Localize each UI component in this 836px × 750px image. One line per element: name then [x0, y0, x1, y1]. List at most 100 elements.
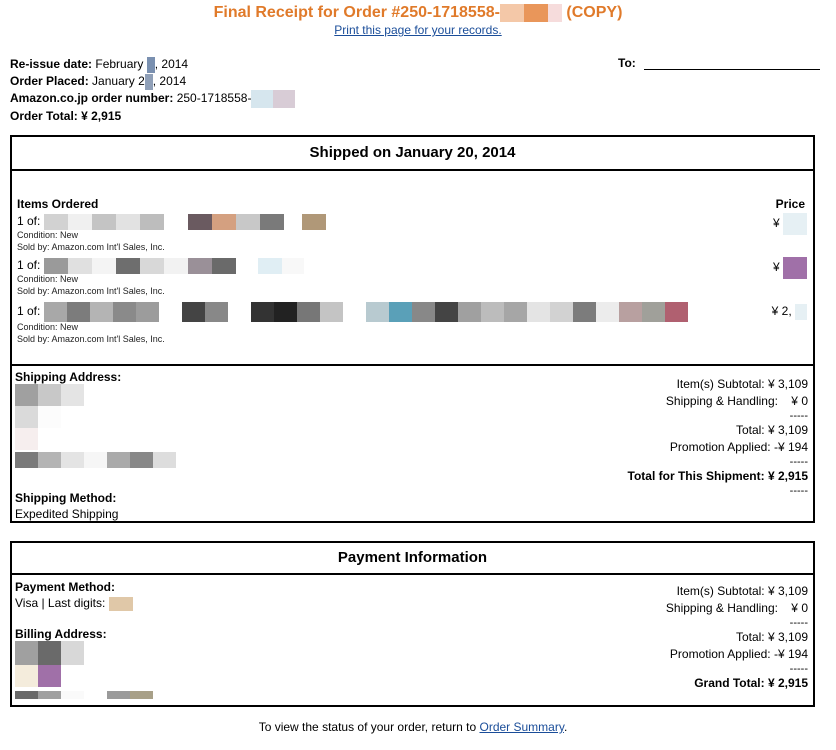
item-quantity: 1 of:: [17, 258, 44, 272]
redacted-address-block: [38, 406, 61, 428]
redacted-item-title: [163, 257, 188, 274]
redacted-address-block: [61, 641, 84, 665]
print-page-link[interactable]: Print this page for your records.: [334, 23, 502, 38]
redacted-item-title: [211, 257, 236, 274]
redacted-price: [783, 213, 807, 235]
subtotal-line: Item(s) Subtotal: ¥ 3,109: [676, 377, 808, 391]
reissue-date-value: February: [95, 57, 147, 71]
order-summary-link[interactable]: Order Summary: [479, 720, 564, 734]
receipt-header: Final Receipt for Order #250-1718558- (C…: [0, 0, 836, 38]
redacted-address-block: [107, 452, 130, 468]
redacted-item-title: [342, 301, 366, 322]
redacted-item-title: [259, 213, 284, 230]
to-blank-line: [643, 57, 820, 70]
shipping-handling-line: Shipping & Handling: ¥ 0: [665, 601, 808, 615]
footer-text: To view the status of your order, return…: [258, 720, 480, 734]
redacted-item-title: [163, 213, 188, 230]
redacted-shipping-address: [15, 384, 176, 468]
redacted-item-title: [480, 301, 504, 322]
shipment-title: Shipped on January 20, 2014: [12, 137, 813, 171]
separator: -----: [789, 410, 808, 422]
order-placed-year: , 2014: [152, 73, 187, 88]
reissue-date-year: , 2014: [154, 57, 189, 71]
item-price-value: ¥: [772, 260, 780, 275]
redacted-item-title: [365, 301, 389, 322]
item-condition: Condition: New: [17, 230, 79, 240]
redacted-address-block: [15, 406, 38, 428]
order-total-value: ¥ 2,915: [81, 108, 122, 123]
redacted-item-title: [43, 213, 68, 230]
order-number-row: Amazon.co.jp order number: 250-1718558-: [10, 89, 296, 108]
redacted-price: [783, 257, 807, 279]
redacted-item-title: [257, 257, 282, 274]
separator: -----: [789, 456, 808, 468]
payment-box: Payment Information Payment Method: Visa…: [10, 541, 815, 707]
redacted-address-block: [15, 384, 38, 406]
redacted-item-title: [235, 213, 260, 230]
redacted-item-title: [281, 257, 304, 274]
redacted-item-title: [211, 213, 236, 230]
redacted-item-title: [112, 301, 136, 322]
redacted-item-title: [181, 301, 205, 322]
payment-method-value: Visa | Last digits:: [15, 596, 109, 610]
redacted-address-block: [38, 452, 61, 468]
redacted-address-block: [38, 384, 61, 406]
shipment-total-line: Total for This Shipment: ¥ 2,915: [628, 468, 808, 485]
redacted-address-block: [38, 641, 61, 665]
order-placed-value: January 2: [92, 73, 145, 88]
redacted-item-title: [301, 213, 326, 230]
to-label: To:: [618, 56, 636, 70]
order-meta: Re-issue date: February , 2014 Order Pla…: [10, 56, 296, 124]
order-item: 1 of: ¥ 2, Condition: New Sold by: Amazo…: [17, 301, 807, 345]
redacted-address-block: [61, 452, 84, 468]
shipment-total-value: Total for This Shipment: ¥ 2,915: [627, 469, 808, 483]
redacted-item-title: [43, 301, 67, 322]
footer: To view the status of your order, return…: [0, 720, 826, 734]
title-text: Final Receipt for Order #250-1718558-: [213, 4, 500, 22]
redacted-address-block: [84, 452, 107, 468]
to-field: To:: [618, 56, 820, 70]
shipment-box: Shipped on January 20, 2014 Items Ordere…: [10, 135, 815, 523]
item-seller: Sold by: Amazon.com Int'l Sales, Inc.: [17, 334, 165, 344]
payment-method-label: Payment Method:: [15, 580, 116, 594]
item-quantity: 1 of:: [17, 214, 44, 228]
shipping-method-value: Expedited Shipping: [15, 507, 119, 521]
redacted-address-block: [15, 690, 38, 699]
redacted-item-title: [139, 257, 164, 274]
redacted-item-title: [618, 301, 642, 322]
payment-method-row: Visa | Last digits:: [15, 595, 133, 611]
redacted-item-title: [283, 213, 302, 230]
redacted-order-suffix: [523, 4, 548, 22]
separator: -----: [789, 485, 808, 497]
item-quantity: 1 of:: [17, 304, 44, 318]
billing-address-label: Billing Address:: [15, 627, 107, 641]
redacted-item-title: [411, 301, 435, 322]
redacted-order-number: [273, 89, 296, 108]
redacted-item-title: [235, 257, 258, 274]
reissue-date-row: Re-issue date: February , 2014: [10, 56, 295, 73]
redacted-item-title: [135, 301, 159, 322]
payment-title: Payment Information: [12, 543, 813, 575]
redacted-item-title: [526, 301, 550, 322]
promotion-line: Promotion Applied: -¥ 194: [669, 440, 808, 454]
redacted-billing-address: [15, 641, 153, 701]
total-line: Total: ¥ 3,109: [735, 630, 808, 644]
redacted-item-title: [250, 301, 274, 322]
order-item: 1 of: ¥ Condition: New Sold by: Amazon.c…: [17, 257, 807, 297]
redacted-item-title: [43, 257, 68, 274]
item-seller: Sold by: Amazon.com Int'l Sales, Inc.: [17, 242, 165, 252]
redacted-day: [144, 73, 153, 90]
redacted-item-title: [595, 301, 619, 322]
redacted-item-title: [388, 301, 412, 322]
redacted-item-title: [187, 257, 212, 274]
items-ordered-header: Items Ordered: [17, 197, 99, 211]
title-copy-label: (COPY): [561, 4, 623, 22]
redacted-item-title: [641, 301, 665, 322]
redacted-item-title: [91, 257, 116, 274]
order-item: 1 of: ¥ Condition: New Sold by: Amazon.c…: [17, 213, 807, 253]
receipt-title: Final Receipt for Order #250-1718558- (C…: [0, 4, 836, 22]
redacted-item-title: [319, 301, 343, 322]
order-number-value: 250-1718558-: [176, 90, 252, 105]
redacted-item-title: [572, 301, 596, 322]
redacted-address-block: [84, 690, 107, 699]
